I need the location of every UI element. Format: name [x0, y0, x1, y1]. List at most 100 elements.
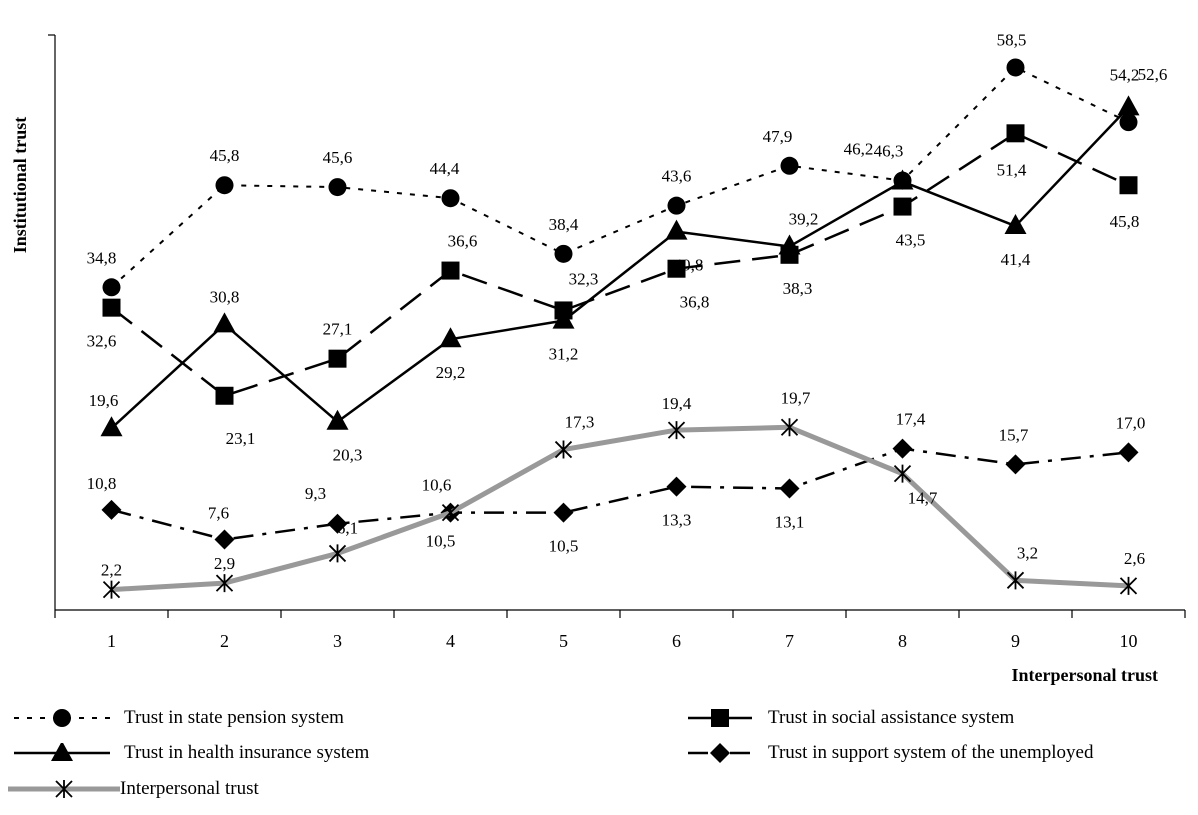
legend-label: Trust in health insurance system	[124, 742, 370, 763]
data-label: 19,7	[781, 388, 811, 407]
data-point-marker	[1119, 113, 1138, 132]
series-line	[110, 66, 1129, 289]
data-point-marker	[1006, 571, 1025, 590]
data-point-marker	[101, 499, 122, 520]
data-point-marker	[441, 261, 460, 280]
data-point-marker	[554, 440, 573, 459]
data-label: 41,4	[1001, 250, 1031, 269]
series-line	[111, 447, 1129, 541]
data-label: 2,2	[101, 561, 122, 580]
x-tick-label: 10	[1120, 631, 1138, 651]
data-label: 30,8	[210, 287, 240, 306]
series-line	[110, 132, 1130, 398]
data-point-marker	[1119, 176, 1138, 195]
data-label: 36,8	[680, 293, 710, 312]
data-point-marker	[328, 178, 347, 197]
data-label: 36,6	[448, 232, 478, 251]
legend-item-health-insurance: Trust in health insurance system	[8, 738, 369, 768]
data-point-marker	[100, 416, 123, 437]
data-point-marker	[1004, 214, 1027, 235]
data-label: 13,1	[775, 513, 805, 532]
data-label: 32,3	[569, 269, 599, 288]
data-point-marker	[439, 327, 462, 348]
data-point-marker	[215, 386, 234, 405]
legend-key-health-insurance	[14, 743, 110, 761]
data-label: 47,9	[763, 127, 793, 146]
data-point-marker	[441, 503, 460, 522]
data-point-marker	[893, 464, 912, 483]
legend-marker	[51, 743, 73, 761]
data-label: 20,3	[333, 446, 363, 465]
data-label: 27,1	[323, 320, 353, 339]
data-label: 29,2	[436, 363, 466, 382]
series-line	[110, 106, 1130, 430]
x-tick-label: 8	[898, 631, 907, 651]
data-point-marker	[213, 312, 236, 333]
legend-key-social-assistance	[688, 709, 756, 727]
data-point-marker	[778, 234, 801, 255]
data-label: 2,6	[1124, 549, 1145, 568]
x-tick-label: 1	[107, 631, 116, 651]
series-2	[100, 95, 1140, 437]
data-label: 38,4	[549, 215, 579, 234]
legend-marker	[55, 780, 73, 798]
data-label: 7,6	[208, 504, 229, 523]
data-point-marker	[1006, 124, 1025, 143]
legend-marker	[53, 709, 71, 727]
data-point-marker	[328, 544, 347, 563]
data-label: 52,6	[1138, 65, 1168, 84]
data-label: 46,2	[844, 140, 874, 159]
data-label: 3,2	[1017, 543, 1038, 562]
x-axis-ticks: 1 2 3 4 5 6 7 8 9 10	[48, 34, 1186, 651]
legend-label: Trust in state pension system	[124, 707, 344, 728]
data-point-marker	[779, 478, 800, 499]
line-chart: 1 2 3 4 5 6 7 8 9 10 34,8 45,8 45,6 44,4 38,4 43,6 47,9…	[10, 30, 1186, 685]
data-label: 17,0	[1116, 413, 1146, 432]
data-point-marker	[780, 418, 799, 437]
data-label: 10,5	[549, 537, 579, 556]
data-label: 17,4	[896, 410, 926, 429]
data-point-marker	[326, 409, 349, 430]
legend-key-pension	[14, 709, 110, 727]
data-point-marker	[1118, 442, 1139, 463]
data-point-marker	[667, 421, 686, 440]
data-point-marker	[667, 196, 686, 215]
x-tick-label: 4	[446, 631, 455, 651]
data-label: 23,1	[226, 429, 256, 448]
data-point-marker	[328, 349, 347, 368]
data-label: 19,4	[662, 394, 692, 413]
legend-label: Trust in support system of the unemploye…	[768, 742, 1094, 763]
legend-item-social-assistance: Trust in social assistance system	[680, 703, 1014, 733]
data-label: 40,8	[674, 256, 704, 275]
data-label: 58,5	[997, 30, 1027, 49]
data-point-marker	[102, 580, 121, 599]
x-tick-label: 5	[559, 631, 568, 651]
data-label: 17,3	[565, 413, 595, 432]
legend-label: Trust in social assistance system	[768, 707, 1015, 728]
x-tick-label: 6	[672, 631, 681, 651]
data-label: 15,7	[999, 425, 1029, 444]
x-tick-label: 9	[1011, 631, 1020, 651]
data-label: 9,3	[305, 484, 326, 503]
legend-key-unemployed	[688, 743, 756, 763]
data-point-marker	[214, 529, 235, 550]
data-label: 44,4	[430, 159, 460, 178]
data-label: 2,9	[214, 554, 235, 573]
data-label: 10,5	[426, 532, 456, 551]
legend-item-unemployed: Trust in support system of the unemploye…	[680, 738, 1093, 768]
series-1	[102, 124, 1138, 405]
series-0	[102, 58, 1138, 297]
data-point-marker	[215, 574, 234, 593]
legend-key-interpersonal	[8, 780, 120, 798]
data-label: 10,6	[422, 476, 452, 495]
x-tick-label: 3	[333, 631, 342, 651]
legend-marker	[711, 709, 729, 727]
x-tick-label: 7	[785, 631, 794, 651]
data-label: 45,8	[1110, 212, 1140, 231]
data-point-marker	[327, 513, 348, 534]
data-point-marker	[665, 219, 688, 240]
data-point-marker	[102, 278, 121, 297]
data-label: 13,3	[662, 511, 692, 530]
data-point-marker	[892, 438, 913, 459]
data-label: 51,4	[997, 160, 1027, 179]
